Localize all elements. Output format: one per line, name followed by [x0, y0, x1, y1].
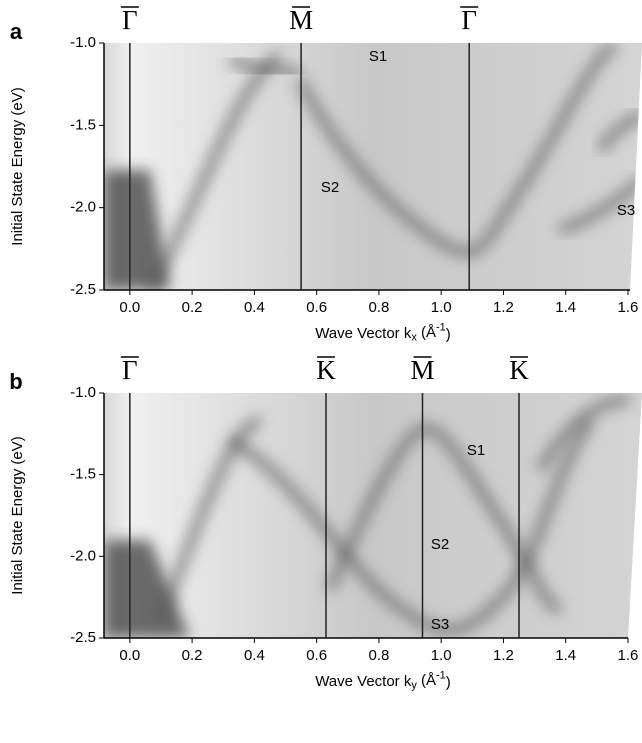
- x-axis-label-part: Wave Vector k: [315, 325, 412, 342]
- y-tick-label: -1.5: [70, 116, 96, 133]
- x-axis-label-part: y: [411, 679, 417, 691]
- y-tick-label: -1.5: [70, 466, 96, 483]
- intensity-dark: [104, 170, 170, 290]
- symmetry-label: K: [509, 355, 529, 385]
- band-annotation: S1: [369, 48, 387, 65]
- intensity-background: [104, 393, 642, 638]
- band: [227, 416, 595, 636]
- x-axis-label-part: -1: [436, 669, 446, 681]
- band: [154, 414, 263, 623]
- band: [294, 43, 619, 259]
- y-axis-label: Initial State Energy (eV): [9, 87, 26, 245]
- intensity-background: [104, 43, 642, 290]
- x-axis-label-part: x: [411, 331, 417, 343]
- x-axis-label-part: (Å: [417, 324, 436, 341]
- x-tick-label: 1.2: [493, 647, 514, 664]
- symmetry-label: Γ: [122, 355, 138, 385]
- x-tick-label: 1.6: [618, 299, 639, 316]
- x-tick-label: 1.2: [493, 299, 514, 316]
- symmetry-label: M: [289, 5, 313, 35]
- heatmap-panel: 0.0 0.2 0.4 0.6 0.8 1.0 1.2 1.4 1.6 -1.0 -1.5 -2.0 -…: [9, 355, 642, 691]
- x-tick-label: 1.6: [618, 647, 639, 664]
- x-tick-label: 0.2: [182, 299, 203, 316]
- intensity-map: [104, 43, 642, 290]
- y-tick-label: -1.0: [70, 34, 96, 51]
- symmetry-label: Γ: [461, 5, 477, 35]
- x-tick-label: 0.2: [182, 647, 203, 664]
- x-tick-label: 0.0: [119, 299, 140, 316]
- panel-label: a: [10, 19, 23, 44]
- band-annotation: S2: [431, 536, 449, 553]
- y-tick-label: -2.5: [70, 629, 96, 646]
- x-tick-label: 1.0: [431, 647, 452, 664]
- symmetry-label: Γ: [122, 5, 138, 35]
- x-tick-label: 0.4: [244, 647, 265, 664]
- y-axis-label: Initial State Energy (eV): [9, 436, 26, 594]
- x-axis-label-part: -1: [436, 321, 446, 333]
- symmetry-label: K: [316, 355, 336, 385]
- x-axis-label: Wave Vector kx (Å-1): [315, 321, 451, 343]
- x-axis-label-part: ): [446, 326, 451, 343]
- y-tick-label: -2.0: [70, 547, 96, 564]
- y-tick-label: -1.0: [70, 384, 96, 401]
- band: [228, 54, 303, 78]
- x-tick-label: 0.8: [368, 299, 389, 316]
- x-axis-label-part: ): [446, 674, 451, 691]
- x-tick-label: 0.0: [119, 647, 140, 664]
- x-axis-label-part: Wave Vector k: [315, 673, 412, 690]
- band-annotation: S1: [467, 442, 485, 459]
- band: [324, 422, 564, 616]
- band: [534, 394, 631, 474]
- y-tick-label: -2.5: [70, 281, 96, 298]
- x-tick-label: 0.8: [368, 647, 389, 664]
- symmetry-label: M: [410, 355, 434, 385]
- x-tick-label: 1.4: [555, 299, 576, 316]
- heatmap-panel: 0.0 0.2 0.4 0.6 0.8 1.0 1.2 1.4 1.6 -1.0 -1.5 -2.0 -…: [9, 5, 642, 343]
- x-tick-label: 0.6: [306, 647, 327, 664]
- x-axis-label-part: (Å: [417, 672, 436, 689]
- x-axis-label: Wave Vector ky (Å-1): [315, 669, 451, 691]
- x-tick-label: 0.4: [244, 299, 265, 316]
- panel-label: b: [9, 369, 22, 394]
- band-annotation: S2: [321, 179, 339, 196]
- y-tick-label: -2.0: [70, 199, 96, 216]
- x-tick-label: 0.6: [306, 299, 327, 316]
- band-annotation: S3: [617, 202, 635, 219]
- band-annotation: S3: [431, 616, 449, 633]
- x-tick-label: 1.4: [555, 647, 576, 664]
- x-tick-label: 1.0: [431, 299, 452, 316]
- intensity-map: [104, 393, 642, 638]
